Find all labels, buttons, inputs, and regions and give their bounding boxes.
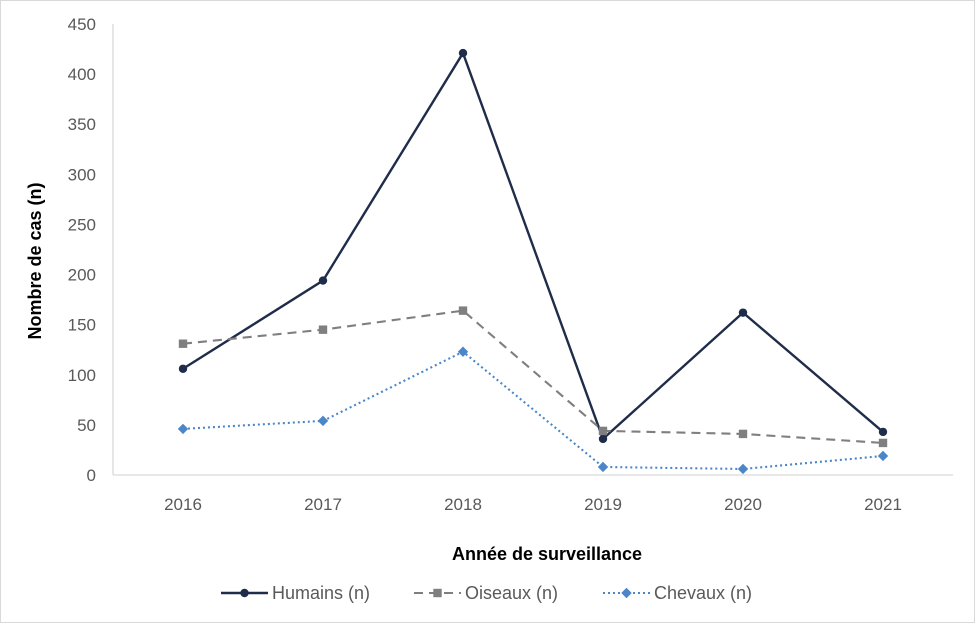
y-tick-label: 100 xyxy=(68,366,96,385)
data-point-chevaux xyxy=(457,346,469,357)
data-point-oiseaux xyxy=(738,429,748,439)
data-point-humains xyxy=(738,308,748,317)
y-tick-label: 300 xyxy=(68,165,96,184)
legend-swatch-marker xyxy=(433,588,442,598)
legend-item-chevaux: Chevaux (n) xyxy=(603,583,752,603)
axes xyxy=(112,24,953,476)
y-tick-label: 450 xyxy=(68,15,96,34)
x-tick-label: 2020 xyxy=(724,495,762,514)
x-tick-label: 2019 xyxy=(584,495,622,514)
series-group xyxy=(177,48,889,475)
x-tick-label: 2017 xyxy=(304,495,342,514)
data-point-humains xyxy=(878,427,888,437)
x-tick-label: 2018 xyxy=(444,495,482,514)
legend-label: Humains (n) xyxy=(272,583,370,603)
data-point-chevaux xyxy=(177,423,189,435)
data-point-oiseaux xyxy=(458,306,468,315)
series-oiseaux xyxy=(178,306,888,448)
data-point-oiseaux xyxy=(318,325,328,334)
data-point-humains xyxy=(178,364,188,373)
data-point-chevaux xyxy=(737,463,749,475)
y-tick-label: 0 xyxy=(87,466,96,485)
data-point-oiseaux xyxy=(178,339,188,348)
legend-item-oiseaux: Oiseaux (n) xyxy=(414,583,558,603)
x-tick-label: 2016 xyxy=(164,495,202,514)
legend-swatch-marker xyxy=(621,587,632,599)
y-tick-label: 150 xyxy=(68,316,96,335)
tick-labels: 0 50 100 150 200 250 300 350 400 450 2016 2017 2018 2… xyxy=(68,15,902,514)
y-tick-label: 250 xyxy=(68,215,96,234)
data-point-humains xyxy=(598,434,608,444)
y-axis-title: Nombre de cas (n) xyxy=(25,182,45,339)
data-point-oiseaux xyxy=(878,438,888,448)
data-point-chevaux xyxy=(317,415,329,427)
series-line-humains xyxy=(182,51,884,441)
series-line-chevaux xyxy=(182,350,884,471)
series-humains xyxy=(178,48,888,444)
data-point-chevaux xyxy=(877,450,889,462)
y-tick-label: 350 xyxy=(68,115,96,134)
data-point-oiseaux xyxy=(598,426,608,436)
y-tick-label: 400 xyxy=(68,65,96,84)
legend-swatch-marker xyxy=(240,588,249,598)
data-point-humains xyxy=(458,48,468,58)
legend-item-humains: Humains (n) xyxy=(221,583,370,603)
x-axis-title: Année de surveillance xyxy=(452,544,642,564)
data-point-chevaux xyxy=(597,461,609,473)
legend-label: Oiseaux (n) xyxy=(465,583,558,603)
data-point-humains xyxy=(318,276,328,285)
y-tick-label: 50 xyxy=(77,416,96,435)
series-chevaux xyxy=(177,346,889,475)
legend: Humains (n) Oiseaux (n) Chevaux (n) xyxy=(221,583,752,603)
y-tick-label: 200 xyxy=(68,266,96,285)
x-tick-label: 2021 xyxy=(864,495,902,514)
legend-label: Chevaux (n) xyxy=(654,583,752,603)
